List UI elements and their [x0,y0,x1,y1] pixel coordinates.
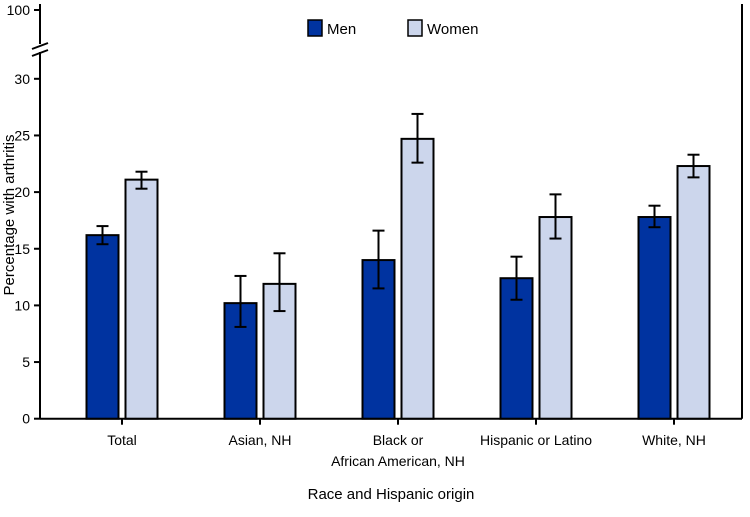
y-tick-label: 15 [14,241,30,257]
legend-label-women: Women [427,21,478,38]
error-bar [510,255,523,301]
error-bar [549,193,562,240]
legend-label-men: Men [327,21,356,38]
error-bar [372,229,385,290]
x-tick-label: Black or [373,432,424,448]
x-tick-label: White, NH [642,432,706,448]
x-tick-label: African American, NH [331,453,465,469]
bar-women [124,178,159,420]
error-bar [135,170,148,190]
x-axis-label: Race and Hispanic origin [308,486,475,503]
axis-break-mark [31,49,49,57]
x-tick-label: Asian, NH [228,432,291,448]
legend-swatch-men [307,19,323,37]
bar-women [400,137,435,420]
bar-men [85,234,120,420]
y-axis-label: Percentage with arthritis [1,135,18,296]
bar-women [538,216,573,420]
x-tick-label: Total [107,432,137,448]
bar-women [676,165,711,420]
error-bar [648,204,661,229]
y-tick-label: 30 [14,71,30,87]
y-tick-label: 0 [22,411,30,427]
legend-swatch-women [407,19,423,37]
x-tick-label: Hispanic or Latino [480,432,592,448]
error-bar [273,252,286,313]
bar-men [637,216,672,420]
error-bar [411,112,424,164]
error-bar [234,274,247,328]
legend: Men Women [307,19,478,38]
error-bar [96,225,109,246]
error-bar [687,153,700,179]
axes: 0 5 10 15 20 25 30 100 Total Asian, NH Black or Afr… [7,2,743,469]
y-tick-label: 10 [14,297,30,313]
y-tick-label: 25 [14,127,30,143]
y-tick-label: 20 [14,184,30,200]
y-tick-label: 5 [22,354,30,370]
y-tick-label: 100 [7,2,31,18]
bars [85,112,711,420]
axis-break-mark [31,42,49,50]
